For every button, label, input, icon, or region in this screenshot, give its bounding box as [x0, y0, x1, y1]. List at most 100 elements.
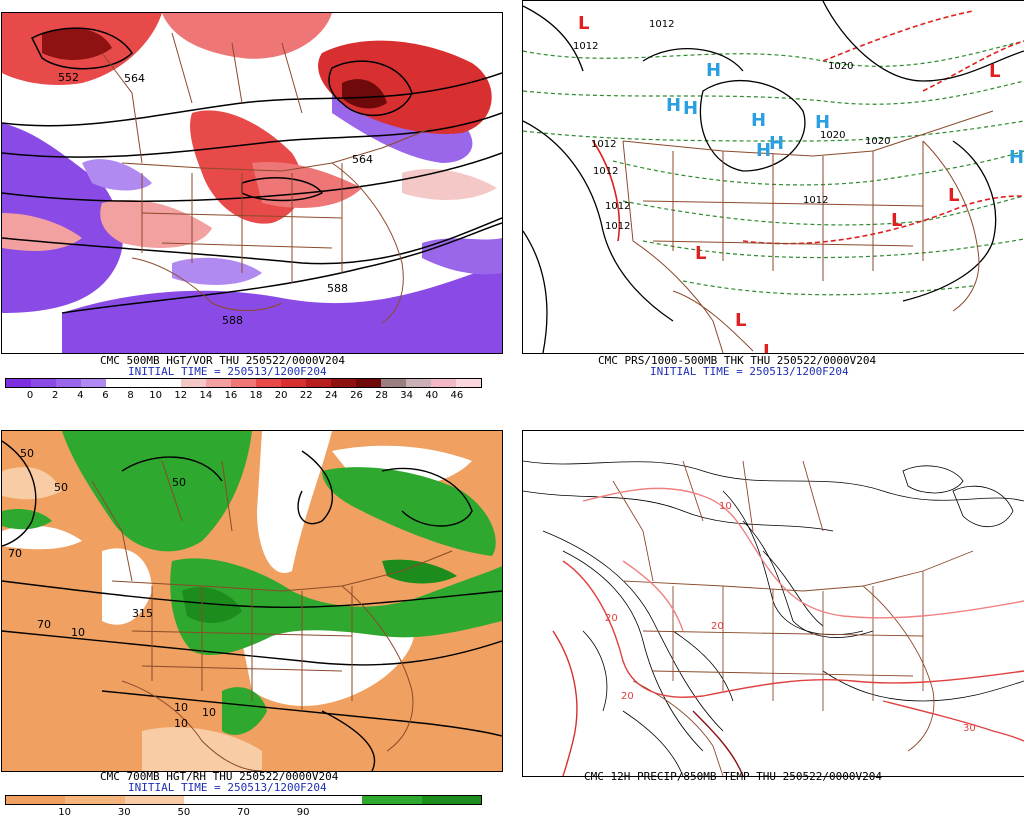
colorbar-tick-label: 12 — [174, 390, 188, 401]
colorbar-swatch — [56, 379, 81, 387]
colorbar-swatch — [124, 796, 185, 804]
contour-label: 1020 — [865, 136, 890, 147]
colorbar-tick-label: 6 — [102, 390, 109, 401]
contour-label: 10 — [202, 706, 216, 719]
humidity-colorbar-labels: 10 30 50 70 90 — [5, 807, 480, 819]
high-pressure-marker: H — [1009, 147, 1024, 168]
vorticity-title: CMC 500MB HGT/VOR THU 250522/0000V204 — [100, 354, 346, 367]
contour-label: 315 — [132, 607, 153, 620]
contour-label: 50 — [172, 476, 186, 489]
panel-precip-temperature: 10 20 20 30 20 CMC 12H PRECIP/850MB TEMP… — [514, 418, 1024, 819]
colorbar-tick-label: 10 — [58, 807, 71, 818]
contour-label: 564 — [124, 72, 145, 85]
temperature-label: 30 — [963, 723, 976, 734]
humidity-map: 50 50 50 70 70 10 10 10 10 315 — [1, 430, 503, 772]
colorbar-swatch — [431, 379, 456, 387]
low-pressure-marker: L — [735, 310, 746, 331]
colorbar-tick-label: 28 — [375, 390, 388, 401]
low-pressure-marker: L — [763, 341, 774, 353]
colorbar-tick-label: 46 — [450, 390, 464, 401]
colorbar-swatch — [81, 379, 106, 387]
high-pressure-marker: H — [683, 98, 698, 119]
pressure-map: 1012 1012 1012 1012 1012 1012 1012 1020 … — [522, 0, 1024, 354]
contour-label: 10 — [174, 701, 188, 714]
high-pressure-marker: H — [769, 133, 784, 154]
colorbar-swatch — [6, 379, 31, 387]
colorbar-tick-label: 18 — [249, 390, 263, 401]
contour-label: 10 — [71, 626, 85, 639]
panel-700mb-humidity: 50 50 50 70 70 10 10 10 10 315 CMC 700MB… — [0, 418, 510, 819]
humidity-init-time: INITIAL TIME = 250513/1200F204 — [128, 781, 327, 794]
colorbar-swatch — [65, 796, 125, 804]
colorbar-tick-label: 14 — [199, 390, 213, 401]
colorbar-tick-label: 22 — [299, 390, 313, 401]
colorbar-swatch — [456, 379, 481, 387]
colorbar-swatch — [156, 379, 181, 387]
vorticity-colorbar — [5, 378, 482, 388]
colorbar-tick-label: 20 — [274, 390, 288, 401]
contour-label: 1012 — [593, 166, 618, 177]
colorbar-tick-label: 2 — [52, 390, 59, 401]
colorbar-swatch — [306, 379, 331, 387]
colorbar-swatch — [381, 379, 406, 387]
humidity-colorbar — [5, 795, 482, 805]
colorbar-tick-label: 8 — [127, 390, 134, 401]
colorbar-tick-label: 0 — [26, 390, 34, 401]
contour-label: 552 — [58, 71, 79, 84]
colorbar-swatch — [31, 379, 56, 387]
contour-label: 50 — [20, 447, 34, 460]
colorbar-tick-label: 4 — [77, 390, 84, 401]
contour-label: 1020 — [820, 130, 845, 141]
contour-label: 70 — [8, 547, 22, 560]
colorbar-swatch — [131, 379, 156, 387]
contour-label: 1012 — [803, 195, 828, 206]
contour-label: 588 — [222, 314, 243, 327]
contour-label: 564 — [352, 153, 373, 166]
temperature-label: 20 — [605, 613, 618, 624]
colorbar-tick-label: 50 — [177, 807, 191, 818]
colorbar-tick-label: 26 — [350, 390, 363, 401]
contour-label: 1012 — [649, 19, 674, 30]
contour-label: 50 — [54, 481, 68, 494]
colorbar-swatch — [362, 796, 422, 804]
temperature-label: 10 — [719, 501, 732, 512]
temperature-label: 20 — [711, 621, 724, 632]
high-pressure-marker: H — [706, 60, 721, 81]
contour-label: 588 — [327, 282, 348, 295]
colorbar-swatch — [281, 379, 306, 387]
temperature-label: 20 — [621, 691, 634, 702]
low-pressure-marker: L — [989, 61, 1000, 82]
colorbar-tick-label: 40 — [425, 390, 439, 401]
colorbar-swatch — [243, 796, 303, 804]
panel-pressure-thickness: 1012 1012 1012 1012 1012 1012 1012 1020 … — [514, 0, 1024, 400]
contour-label: 1012 — [573, 41, 598, 52]
humidity-title: CMC 700MB HGT/RH THU 250522/0000V204 — [100, 770, 339, 783]
vorticity-init-time: INITIAL TIME = 250513/1200F204 — [128, 365, 327, 378]
high-pressure-marker: H — [815, 112, 830, 133]
colorbar-tick-label: 70 — [237, 807, 250, 818]
colorbar-tick-label: 10 — [149, 390, 162, 401]
contour-label: 1020 — [828, 61, 853, 72]
contour-label: 70 — [37, 618, 51, 631]
colorbar-swatch — [206, 379, 231, 387]
contour-label: 1012 — [605, 221, 630, 232]
colorbar-tick-label: 34 — [400, 390, 414, 401]
panel-500mb-vorticity: 552 564 564 588 588 CMC 500MB HGT/VOR TH… — [0, 0, 510, 401]
high-pressure-marker: H — [666, 95, 681, 116]
colorbar-swatch — [231, 379, 256, 387]
colorbar-tick-label: 16 — [224, 390, 238, 401]
colorbar-tick-label: 90 — [296, 807, 310, 818]
pressure-init-time: INITIAL TIME = 250513/1200F204 — [650, 365, 849, 378]
precip-title: CMC 12H PRECIP/850MB TEMP THU 250522/000… — [584, 770, 883, 783]
high-pressure-marker: H — [751, 110, 766, 131]
vorticity-map: 552 564 564 588 588 — [1, 12, 503, 354]
contour-label: 1012 — [605, 201, 630, 212]
colorbar-swatch — [331, 379, 356, 387]
high-pressure-marker: H — [756, 140, 771, 161]
pressure-title: CMC PRS/1000-500MB THK THU 250522/0000V2… — [598, 354, 877, 367]
contour-label: 1012 — [591, 139, 616, 150]
colorbar-swatch — [356, 379, 381, 387]
low-pressure-marker: L — [891, 210, 902, 231]
colorbar-tick-label: 30 — [117, 807, 131, 818]
colorbar-swatch — [421, 796, 481, 804]
